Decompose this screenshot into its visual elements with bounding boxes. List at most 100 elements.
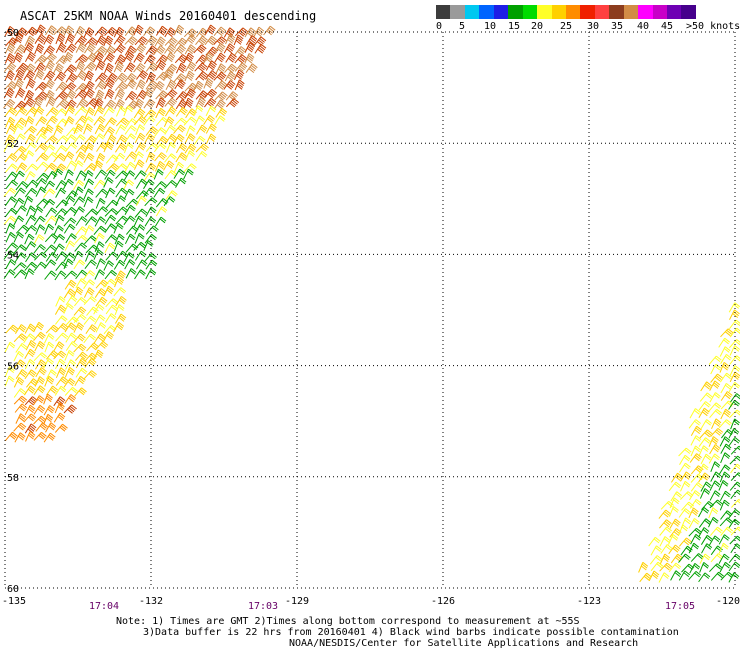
wind-barb	[114, 142, 127, 153]
wind-barb	[74, 61, 86, 72]
wind-barb	[83, 123, 93, 135]
wind-barb	[84, 358, 97, 368]
wind-barb	[53, 233, 66, 244]
wind-barb	[85, 98, 99, 108]
wind-barb	[124, 73, 137, 83]
legend-swatch	[594, 5, 610, 19]
wind-barb	[720, 452, 731, 464]
wind-barb	[104, 208, 118, 217]
wind-barb	[75, 269, 88, 280]
wind-barb	[44, 135, 58, 145]
wind-barb	[53, 396, 66, 407]
wind-barb	[34, 62, 46, 73]
wind-barb	[55, 81, 68, 92]
wind-barb	[25, 340, 37, 351]
wind-barb	[719, 561, 731, 573]
wind-barb	[153, 142, 167, 153]
wind-barb	[205, 70, 218, 80]
wind-barb	[175, 62, 187, 74]
wind-barb	[53, 243, 65, 254]
wind-barb	[114, 233, 125, 245]
wind-barb	[43, 432, 56, 443]
wind-barb	[64, 279, 77, 290]
latitude-label: 54	[7, 250, 19, 261]
wind-barb	[720, 328, 734, 338]
wind-barb	[205, 123, 217, 134]
legend-label: 5	[459, 21, 466, 32]
wind-barb	[720, 526, 734, 536]
wind-barb	[719, 372, 732, 383]
wind-barb	[720, 354, 732, 364]
wind-barb	[43, 244, 57, 254]
wind-barb	[669, 518, 681, 529]
wind-barb	[185, 125, 196, 137]
wind-barb	[46, 385, 58, 396]
wind-barb	[164, 97, 178, 108]
wind-barb	[64, 350, 75, 361]
wind-barb	[730, 472, 740, 481]
wind-barb	[701, 543, 713, 554]
wind-barb	[145, 225, 159, 235]
wind-barb	[34, 81, 48, 92]
wind-barb	[175, 107, 188, 117]
wind-barb	[23, 125, 37, 135]
wind-barb	[33, 385, 46, 396]
wind-barb	[708, 535, 721, 546]
wind-barb	[153, 81, 165, 92]
wind-barb	[33, 106, 45, 117]
wind-barb	[658, 509, 672, 519]
wind-barb	[144, 197, 158, 207]
wind-barb	[690, 445, 701, 457]
wind-barb	[103, 35, 114, 47]
wind-barb	[729, 319, 740, 330]
wind-barb	[670, 472, 683, 483]
wind-barb	[35, 178, 48, 188]
wind-barb	[175, 99, 188, 110]
wind-barb	[145, 62, 159, 72]
wind-barb	[53, 341, 65, 352]
wind-barb	[35, 116, 48, 126]
wind-barb	[73, 186, 84, 198]
wind-barb	[24, 404, 36, 416]
wind-barb	[24, 116, 35, 127]
wind-barb	[4, 53, 15, 64]
wind-barb	[74, 375, 86, 387]
wind-barb	[224, 71, 236, 82]
wind-barb	[55, 367, 67, 378]
wind-barb	[134, 170, 147, 180]
wind-barb	[183, 168, 194, 180]
wind-speed-legend	[436, 5, 696, 19]
wind-barb	[113, 259, 126, 270]
wind-barb	[74, 234, 88, 244]
wind-barb	[670, 553, 684, 564]
wind-barb	[213, 71, 227, 82]
wind-barb	[43, 70, 56, 81]
wind-barb	[115, 206, 129, 216]
wind-barb	[135, 89, 148, 100]
wind-barb	[64, 105, 76, 117]
wind-barb	[55, 187, 67, 198]
wind-barb	[193, 44, 207, 54]
wind-barb	[103, 62, 114, 74]
wind-barb	[13, 145, 27, 155]
wind-barb	[650, 545, 662, 556]
wind-barb	[84, 142, 95, 154]
wind-barb	[43, 180, 56, 191]
wind-barb	[165, 79, 177, 91]
wind-barb	[689, 490, 701, 501]
wind-barb	[73, 160, 84, 171]
legend-swatch	[436, 5, 451, 19]
wind-barb	[63, 64, 77, 74]
wind-barb	[23, 150, 35, 161]
wind-barb	[214, 42, 226, 54]
wind-barb	[4, 366, 15, 378]
wind-barb	[24, 171, 36, 182]
wind-barb	[115, 106, 127, 117]
wind-barb	[690, 465, 704, 475]
wind-barb	[64, 270, 78, 280]
wind-barb	[115, 195, 126, 206]
wind-barb	[113, 322, 125, 333]
wind-barb	[700, 381, 712, 392]
wind-barb	[174, 79, 186, 90]
